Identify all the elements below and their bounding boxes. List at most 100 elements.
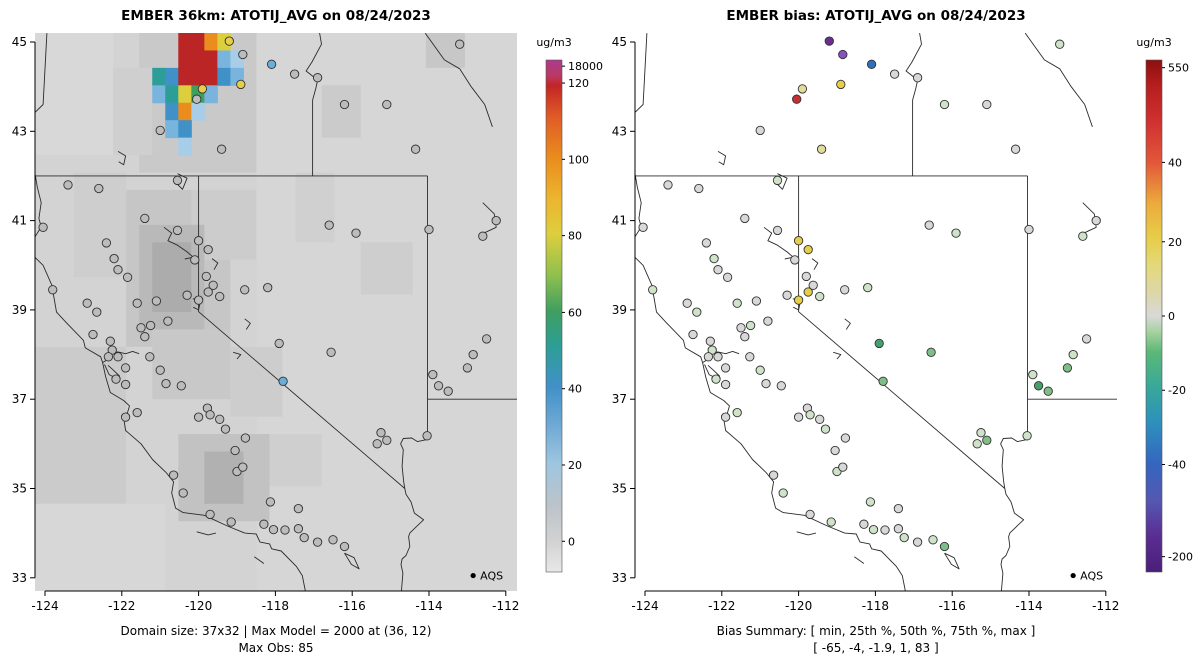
y-tick-label: 33 xyxy=(612,571,627,585)
site-marker xyxy=(722,272,733,282)
site-marker xyxy=(193,236,204,246)
site-marker xyxy=(866,59,877,69)
x-tick-label: -122 xyxy=(708,599,735,613)
map-line-walker_lake xyxy=(844,318,851,330)
map-line-nv_ca_border xyxy=(798,175,1006,489)
colorbar xyxy=(1145,59,1163,573)
map-line-coast xyxy=(635,33,906,591)
site-marker xyxy=(688,329,698,340)
site-marker xyxy=(113,265,123,275)
colorbar-tick-label: 20 xyxy=(1168,236,1182,249)
model-grid-patch xyxy=(35,503,166,591)
model-grid-cell xyxy=(191,67,205,86)
site-marker xyxy=(111,374,121,384)
model-grid-cell xyxy=(178,50,192,69)
panel-bias: AQS -124 -122 -120 -118 -116 -114 -112 33 35 37 39 4… xyxy=(612,33,1193,613)
colorbar-tick-label: -40 xyxy=(1168,458,1186,471)
site-marker xyxy=(193,412,204,422)
site-marker xyxy=(203,287,213,297)
site-marker xyxy=(826,517,836,527)
model-grid-cell xyxy=(191,102,205,121)
site-marker xyxy=(422,431,432,441)
site-marker xyxy=(163,316,173,326)
site-marker xyxy=(92,307,102,317)
colorbar-tick-label: 0 xyxy=(568,535,575,548)
site-marker xyxy=(912,537,923,547)
site-marker xyxy=(172,175,183,186)
model-grid-patch xyxy=(35,346,127,504)
site-marker xyxy=(238,462,248,472)
site-marker xyxy=(120,379,131,390)
left-caption-maxobs: Max Obs: 85 xyxy=(238,641,314,655)
x-tick-label: -112 xyxy=(1092,599,1119,613)
site-marker xyxy=(312,537,323,547)
map-line-channel_islands xyxy=(796,531,817,536)
y-tick-label: 33 xyxy=(12,571,27,585)
site-marker xyxy=(912,73,923,83)
model-grid-cell xyxy=(165,120,179,139)
site-marker xyxy=(816,144,827,154)
site-marker xyxy=(838,49,848,60)
site-marker xyxy=(382,99,392,110)
x-tick-label: -122 xyxy=(108,599,135,613)
model-grid-cell xyxy=(178,67,192,86)
site-marker xyxy=(120,363,131,373)
site-marker xyxy=(468,349,478,360)
site-marker xyxy=(838,462,848,472)
site-marker xyxy=(63,180,73,190)
site-marker xyxy=(216,144,227,154)
site-marker xyxy=(132,298,142,308)
site-marker xyxy=(648,285,658,295)
x-tick-label: -114 xyxy=(415,599,442,613)
site-marker xyxy=(1033,381,1044,391)
site-marker xyxy=(205,509,215,520)
site-marker xyxy=(226,517,236,527)
site-marker xyxy=(101,238,112,248)
site-marker xyxy=(1010,144,1021,154)
site-marker xyxy=(939,541,950,552)
x-tick-label: -124 xyxy=(631,599,658,613)
site-marker xyxy=(410,144,421,154)
model-grid-patch xyxy=(113,67,153,156)
map-line-upper_klamath_lake xyxy=(117,151,127,166)
right-caption-bias-summary: Bias Summary: [ min, 25th %, 50th %, 75t… xyxy=(716,624,1036,638)
site-marker xyxy=(376,428,386,438)
site-marker xyxy=(815,291,825,302)
site-marker xyxy=(790,255,800,265)
site-marker xyxy=(638,222,648,232)
colorbar-tick-label: 550 xyxy=(1168,62,1189,75)
model-grid-patch xyxy=(360,242,413,295)
aqs-legend-label: AQS xyxy=(480,570,503,583)
map-line-colorado_river_mid xyxy=(400,437,428,489)
y-tick-label: 37 xyxy=(612,392,627,406)
x-tick-label: -116 xyxy=(339,599,366,613)
site-marker xyxy=(859,519,869,529)
x-tick-label: -120 xyxy=(785,599,812,613)
site-marker xyxy=(820,424,831,434)
site-marker xyxy=(220,424,231,434)
site-marker xyxy=(462,363,473,373)
site-marker xyxy=(1078,231,1088,241)
site-marker xyxy=(455,39,465,49)
x-tick-label: -114 xyxy=(1015,599,1042,613)
site-marker xyxy=(720,379,731,390)
site-marker xyxy=(768,470,779,480)
site-marker xyxy=(491,215,501,226)
site-marker xyxy=(293,524,304,534)
site-marker xyxy=(701,238,712,248)
y-tick-label: 39 xyxy=(612,303,627,317)
site-marker xyxy=(293,503,304,514)
model-grid-cell xyxy=(178,33,192,51)
left-caption-domain: Domain size: 37x32 | Max Model = 2000 at… xyxy=(120,624,432,638)
model-grid-patch xyxy=(269,434,322,487)
site-marker xyxy=(865,497,876,507)
site-marker xyxy=(1022,431,1032,441)
site-marker xyxy=(682,298,692,308)
site-marker xyxy=(805,410,815,420)
site-marker xyxy=(481,334,492,344)
site-marker xyxy=(132,407,142,418)
site-marker xyxy=(240,285,250,295)
site-marker xyxy=(720,412,731,422)
site-marker xyxy=(145,320,156,331)
site-marker xyxy=(339,99,350,110)
